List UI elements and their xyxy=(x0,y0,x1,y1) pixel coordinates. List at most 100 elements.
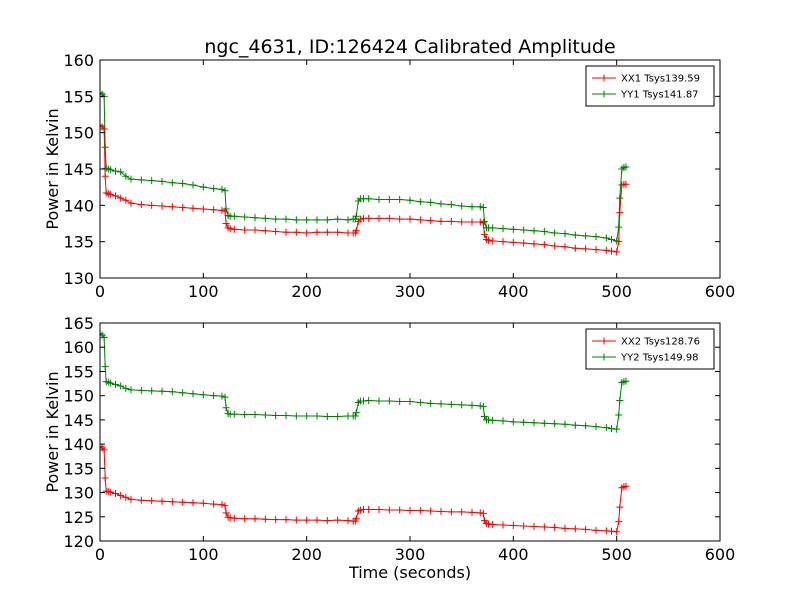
chart-1-series-1-point xyxy=(622,377,630,385)
chart-1-y-tick-label: 120 xyxy=(63,532,94,551)
chart-0-series-1-point xyxy=(323,216,331,224)
chart-1-series-1-point xyxy=(447,400,455,408)
chart-1-series-0-point xyxy=(158,497,166,505)
chart-0-series-0-point xyxy=(101,172,109,180)
chart-0-series-1-point xyxy=(396,196,404,204)
chart-1-series-0-point xyxy=(530,522,538,530)
chart-0-series-1-point xyxy=(344,216,352,224)
chart-1-series-0-point xyxy=(199,499,207,507)
chart-1-series-1-point xyxy=(616,397,624,405)
chart-0-series-0-point xyxy=(313,228,321,236)
chart-0-series-0-point xyxy=(282,228,290,236)
chart-1-series-1-point xyxy=(375,397,383,405)
chart-0-series-0-point xyxy=(602,246,610,254)
chart-1-y-tick-label: 160 xyxy=(63,338,94,357)
chart-1-series-0-point xyxy=(551,523,559,531)
chart-0-legend-marker-1 xyxy=(600,90,608,98)
chart-0-series-1-point xyxy=(479,204,487,212)
chart-1-series-0-point xyxy=(303,516,311,524)
chart-1-series-1-point xyxy=(406,397,414,405)
chart-0-series-0-point xyxy=(261,227,269,235)
chart-1-y-tick-label: 125 xyxy=(63,508,94,527)
chart-1-series-1-point xyxy=(351,412,359,420)
chart-0-series-0-point xyxy=(613,248,621,256)
chart-1-series-0-point xyxy=(148,497,156,505)
chart-0-x-tick-label: 100 xyxy=(188,282,219,301)
chart-0-series-1-point xyxy=(602,234,610,242)
chart-1-series-0-point xyxy=(334,516,342,524)
chart-1-series-1-point xyxy=(222,404,230,412)
chart-0-series-0-point xyxy=(179,204,187,212)
chart-0-series-1-point xyxy=(499,225,507,233)
chart-1-series-0-point xyxy=(385,506,393,514)
figure-title: ngc_4631, ID:126424 Calibrated Amplitude xyxy=(204,36,615,58)
chart-1-series-0-point xyxy=(571,525,579,533)
chart-0-series-0-point xyxy=(137,201,145,209)
chart-0-series-0-point xyxy=(352,227,360,235)
chart-0-series-0-point xyxy=(148,201,156,209)
chart-0-series-1-point xyxy=(251,214,259,222)
chart-1-series-0-point xyxy=(179,498,187,506)
chart-0-series-1-point xyxy=(375,196,383,204)
chart-0-series-1-point xyxy=(241,213,249,221)
chart-0-series-0-point xyxy=(530,240,538,248)
chart-0-legend-label-1: YY1 Tsys141.87 xyxy=(620,90,699,101)
chart-1-series-0-point xyxy=(509,521,517,529)
chart-0-series-0-point xyxy=(272,227,280,235)
chart-1-series-0-point xyxy=(127,495,135,503)
chart-0-series-0-point xyxy=(592,246,600,254)
chart-0-series-1-point xyxy=(272,215,280,223)
chart-1-series-0-point xyxy=(458,508,466,516)
chart-1-series-0-point xyxy=(375,506,383,514)
chart-1-series-1-point xyxy=(179,389,187,397)
chart-1-series-1-point xyxy=(168,388,176,396)
chart-0-series-0-point xyxy=(222,220,230,227)
chart-0-series-1-point xyxy=(615,223,623,231)
chart-0-x-tick-label: 0 xyxy=(95,282,105,301)
chart-0-y-tick-label: 135 xyxy=(63,233,94,252)
chart-0-series-0-point xyxy=(485,236,493,244)
chart-1-series-0-point xyxy=(117,491,125,499)
chart-0-x-tick-label: 200 xyxy=(291,282,322,301)
chart-1-series-1-point xyxy=(499,417,507,425)
chart-0-series-0-point xyxy=(230,225,238,233)
chart-1-series-1-point xyxy=(272,412,280,420)
chart-1-series-1-point xyxy=(613,425,621,433)
chart-1-series-1-point xyxy=(221,393,229,401)
chart-0-series-1-point xyxy=(540,227,548,235)
chart-0-series-0-point xyxy=(112,192,119,200)
chart-0-x-tick-label: 600 xyxy=(705,282,736,301)
chart-0-series-1-point xyxy=(261,214,269,222)
chart-0-series-1-point xyxy=(608,235,615,243)
chart-1-series-0-point xyxy=(221,502,229,510)
chart-0-y-tick-label: 145 xyxy=(63,160,94,179)
chart-1-series-0-point xyxy=(100,446,108,454)
chart-0-series-0-point xyxy=(334,228,342,236)
chart-1-series-0-point xyxy=(251,515,259,523)
chart-1-series-1-point xyxy=(416,398,424,406)
chart-1-series-1-point xyxy=(230,410,238,418)
chart-0-y-tick-label: 155 xyxy=(63,87,94,106)
chart-0-series-1-point xyxy=(282,215,290,223)
chart-1-series-1-point xyxy=(158,387,166,395)
chart-0-series-0-point xyxy=(561,243,569,251)
chart-1-series-1-point xyxy=(385,397,393,405)
chart-1-series-0-point xyxy=(112,490,119,498)
chart-1-legend-marker-1 xyxy=(600,353,608,361)
chart-1-series-1-point xyxy=(292,412,300,420)
chart-1-series-1-point xyxy=(323,412,331,420)
chart-0-series-0-point xyxy=(582,245,590,253)
chart-0-series-1-point xyxy=(303,216,311,224)
chart-1-series-1-point xyxy=(199,391,207,399)
chart-1-y-tick-label: 165 xyxy=(63,314,94,333)
chart-0-series-0-point xyxy=(189,204,197,212)
chart-1-series-0-point xyxy=(561,524,569,532)
chart-0-series-0-point xyxy=(622,180,630,188)
chart-0-series-1-point xyxy=(351,215,359,223)
chart-0-series-0-point xyxy=(396,215,404,223)
chart-1-series-1-point xyxy=(210,392,218,400)
chart-1-series-0-point xyxy=(210,500,218,508)
chart-1-series-0-point xyxy=(241,515,249,523)
chart-0-series-0-point xyxy=(447,217,455,225)
